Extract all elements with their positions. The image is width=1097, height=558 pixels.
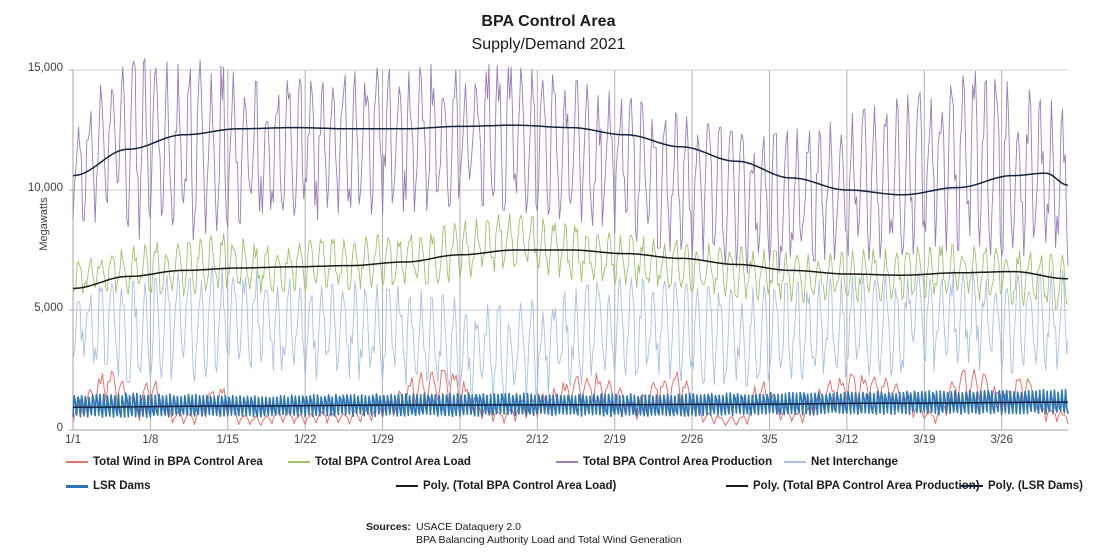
x-tick-label: 2/26 bbox=[680, 434, 704, 446]
sources-line: BPA Balancing Authority Load and Total W… bbox=[415, 534, 682, 546]
x-tick-label: 3/26 bbox=[990, 434, 1013, 446]
legend-color-swatch bbox=[784, 461, 806, 463]
sources-line: USACE Dataquery 2.0 bbox=[415, 521, 521, 533]
legend-color-swatch bbox=[66, 484, 88, 488]
legend-item[interactable]: Poly. (LSR Dams) bbox=[961, 476, 1083, 496]
legend-color-swatch bbox=[396, 485, 418, 487]
sources-label: Sources: bbox=[366, 521, 411, 533]
chart-subtitle: Supply/Demand 2021 bbox=[471, 36, 626, 53]
legend-label: Poly. (LSR Dams) bbox=[988, 480, 1083, 492]
legend-label: Total Wind in BPA Control Area bbox=[93, 456, 263, 468]
x-tick-label: 3/12 bbox=[835, 434, 859, 446]
x-tick-label: 3/19 bbox=[913, 434, 936, 446]
legend-color-swatch bbox=[556, 461, 578, 463]
legend-item[interactable]: Poly. (Total BPA Control Area Load) bbox=[396, 476, 616, 496]
legend-item[interactable]: Total BPA Control Area Production bbox=[556, 452, 772, 472]
trendline bbox=[73, 401, 1068, 408]
x-tick-label: 3/5 bbox=[761, 434, 778, 446]
legend-color-swatch bbox=[66, 461, 88, 463]
series-total-bpa-control-area-load bbox=[72, 212, 1069, 310]
legend-item[interactable]: LSR Dams bbox=[66, 476, 151, 496]
y-tick-label: 5,000 bbox=[34, 302, 63, 314]
x-tick-label: 2/19 bbox=[603, 434, 626, 446]
sources-block: Sources: USACE Dataquery 2.0 BPA Balancing… bbox=[366, 521, 682, 547]
legend-label: Poly. (Total BPA Control Area Load) bbox=[423, 480, 617, 492]
legend-label: Poly. (Total BPA Control Area Production… bbox=[753, 480, 980, 492]
legend-label: Total BPA Control Area Load bbox=[315, 456, 471, 468]
legend-row-2: LSR Dams Poly. (Total BPA Control Area Lo… bbox=[66, 476, 1086, 496]
x-tick-label: 2/5 bbox=[451, 434, 468, 446]
legend-color-swatch bbox=[288, 461, 310, 463]
legend-label: LSR Dams bbox=[93, 480, 151, 492]
legend-item[interactable]: Total Wind in BPA Control Area bbox=[66, 452, 263, 472]
x-tick-label: 2/12 bbox=[526, 434, 549, 446]
legend-label: Net Interchange bbox=[811, 456, 898, 468]
trendline bbox=[72, 124, 1069, 196]
x-tick-label: 1/29 bbox=[371, 434, 394, 446]
y-tick-label: 0 bbox=[56, 422, 63, 434]
x-tick-label: 1/22 bbox=[293, 434, 317, 446]
legend-item[interactable]: Poly. (Total BPA Control Area Production… bbox=[726, 476, 980, 496]
legend-item[interactable]: Net Interchange bbox=[784, 452, 898, 472]
x-tick-label: 1/8 bbox=[142, 434, 159, 446]
page-title: BPA Control Area bbox=[481, 13, 616, 30]
x-tick-label: 1/1 bbox=[65, 434, 81, 446]
series-total-bpa-control-area-production bbox=[72, 58, 1069, 274]
series-net-interchange bbox=[72, 265, 1069, 404]
chart-title-block: BPA Control Area Supply/Demand 2021 bbox=[0, 12, 1097, 56]
legend-row-1: Total Wind in BPA Control Area Total BPA … bbox=[66, 452, 1086, 472]
y-tick-label: 15,000 bbox=[27, 62, 63, 74]
sources-lines: USACE Dataquery 2.0 BPA Balancing Authori… bbox=[416, 521, 682, 547]
legend-color-swatch bbox=[726, 485, 748, 487]
series-lsr-dams bbox=[72, 388, 1069, 419]
legend-label: Total BPA Control Area Production bbox=[583, 456, 773, 468]
y-tick-label: 10,000 bbox=[27, 182, 63, 194]
trendline bbox=[72, 249, 1069, 290]
legend-color-swatch bbox=[961, 485, 983, 487]
x-tick-label: 1/15 bbox=[216, 434, 239, 446]
legend-item[interactable]: Total BPA Control Area Load bbox=[288, 452, 471, 472]
chart-legend: Total Wind in BPA Control Area Total BPA … bbox=[66, 452, 1086, 500]
gridlines bbox=[72, 69, 1068, 431]
